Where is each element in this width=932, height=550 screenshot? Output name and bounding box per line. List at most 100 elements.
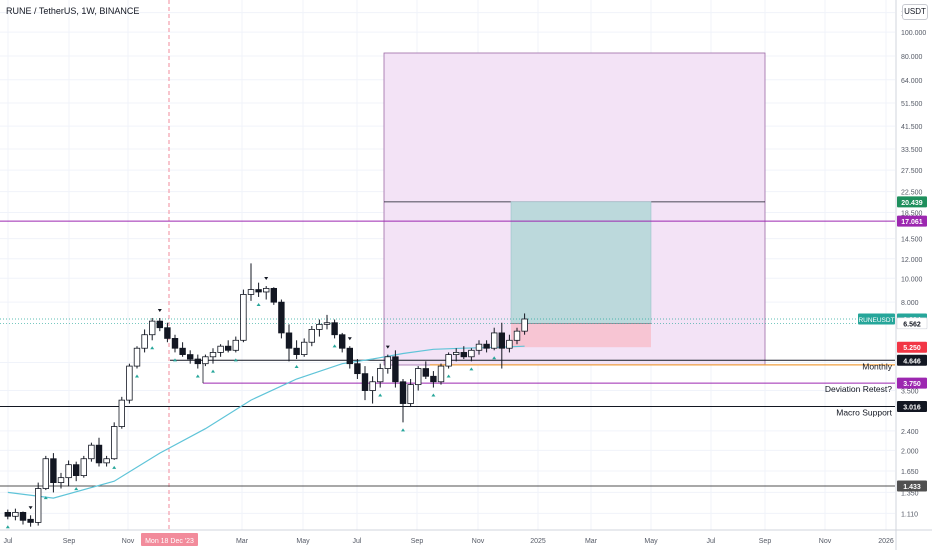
- x-tick-label: Mar: [236, 538, 249, 545]
- y-tick-label: 14.500: [901, 237, 923, 244]
- y-tick-label: 2.400: [901, 429, 919, 436]
- candle-body: [232, 339, 239, 351]
- currency-scale-button[interactable]: USDT: [902, 4, 928, 20]
- candle: [369, 376, 376, 404]
- candle-body: [498, 332, 505, 349]
- candle-body: [445, 354, 452, 367]
- deviation-tag: 3.750: [903, 381, 921, 388]
- candle: [103, 455, 110, 467]
- candle-body: [141, 334, 148, 349]
- candle-body: [300, 341, 308, 355]
- monthly-tag: 4.646: [903, 358, 921, 365]
- candle-body: [475, 343, 483, 351]
- candle: [202, 354, 209, 367]
- candle-body: [42, 458, 49, 489]
- x-tick-label: Sep: [63, 538, 76, 545]
- y-tick-label: 64.000: [901, 78, 923, 85]
- candle: [414, 366, 422, 391]
- x-tick-label: Nov: [122, 538, 135, 545]
- candle-body: [12, 511, 19, 517]
- candle-body: [65, 464, 72, 479]
- crosshair-date-bg: [141, 533, 198, 546]
- candle-body: [224, 345, 232, 351]
- tp-tag: 20.439: [901, 200, 923, 207]
- low-tag-bg: [897, 480, 927, 492]
- candle-body: [103, 458, 110, 464]
- candle-body: [126, 365, 133, 401]
- candle-body: [171, 338, 179, 349]
- candle: [57, 472, 65, 489]
- candle: [346, 346, 353, 369]
- candle-body: [323, 322, 331, 325]
- candle: [19, 511, 27, 525]
- candle: [293, 340, 300, 360]
- candle-body: [262, 287, 270, 293]
- candle-body: [293, 347, 300, 355]
- candle: [255, 282, 262, 297]
- candle: [338, 332, 346, 353]
- chart-title: RUNE / TetherUS, 1W, BINANCE: [6, 6, 140, 16]
- candle-body: [430, 375, 437, 383]
- candle: [247, 263, 255, 301]
- candle: [133, 346, 141, 369]
- price-axis[interactable]: [896, 0, 932, 530]
- buy-signal-marker: [446, 374, 451, 378]
- x-tick-label: Nov: [472, 538, 485, 545]
- y-tick-label: 3.500: [901, 389, 919, 396]
- candle: [50, 453, 57, 493]
- candle: [399, 378, 407, 423]
- candle: [224, 340, 232, 353]
- candle-body: [361, 373, 369, 391]
- candle-body: [209, 352, 217, 358]
- candle: [12, 508, 19, 521]
- candle-body: [179, 347, 186, 355]
- candle: [285, 324, 293, 362]
- deviation-tag-bg: [897, 377, 927, 389]
- candle: [209, 348, 217, 364]
- candle: [88, 442, 95, 462]
- resistance-tag-bg: [897, 215, 927, 227]
- candle: [384, 354, 391, 374]
- y-tick-label: 41.500: [901, 124, 923, 131]
- sell-signal-marker: [28, 506, 33, 510]
- candle: [445, 352, 452, 369]
- candle-body: [4, 511, 11, 517]
- candle-body: [133, 347, 141, 367]
- candle: [468, 348, 475, 362]
- candle: [232, 336, 239, 353]
- candle: [278, 299, 285, 339]
- candle: [300, 338, 308, 357]
- sell-signal-marker: [157, 308, 162, 312]
- candle-body: [346, 347, 353, 365]
- candle: [118, 396, 125, 429]
- candle: [126, 363, 133, 404]
- candle-body: [57, 477, 65, 483]
- candle: [354, 359, 361, 379]
- long-position-stop-zone: [511, 323, 651, 348]
- candle-body: [407, 384, 414, 404]
- candle: [270, 287, 277, 305]
- x-tick-label: Sep: [759, 538, 772, 545]
- candle-body: [521, 318, 528, 332]
- candle-body: [437, 365, 445, 383]
- candle-body: [247, 289, 255, 295]
- candle-body: [186, 354, 194, 360]
- x-tick-label: Mar: [585, 538, 598, 545]
- buy-signal-marker: [5, 525, 10, 529]
- candle-body: [217, 345, 224, 353]
- candle: [35, 482, 42, 526]
- buy-signal-marker: [74, 487, 79, 491]
- y-tick-label: 1.650: [901, 469, 919, 476]
- candle: [194, 354, 201, 369]
- x-tick-label: Nov: [819, 538, 832, 545]
- y-tick-label: 51.500: [901, 101, 923, 108]
- y-tick-label: 22.500: [901, 190, 923, 197]
- candle: [483, 340, 490, 353]
- candle-body: [88, 444, 95, 460]
- y-tick-label: 2.000: [901, 448, 919, 455]
- buy-signal-marker: [332, 344, 337, 348]
- candle: [27, 515, 34, 527]
- candle-body: [285, 332, 293, 349]
- candle: [171, 334, 179, 353]
